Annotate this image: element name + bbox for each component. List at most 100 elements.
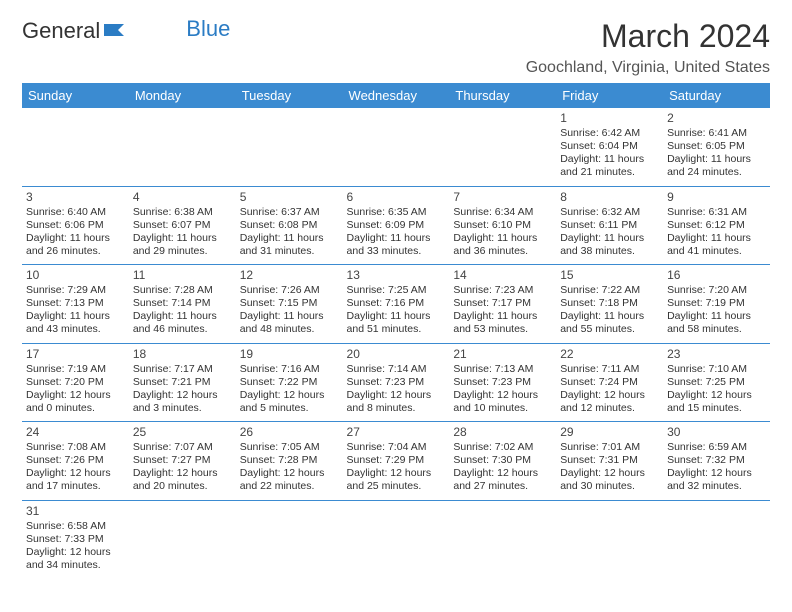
day-event: and 24 minutes. [667, 166, 766, 179]
day-number: 7 [453, 190, 552, 204]
day-event: Sunrise: 6:42 AM [560, 127, 659, 140]
calendar-cell [236, 500, 343, 578]
day-event: and 51 minutes. [347, 323, 446, 336]
day-event: Daylight: 12 hours [560, 389, 659, 402]
title-block: March 2024 Goochland, Virginia, United S… [526, 18, 770, 77]
day-event: Sunset: 7:29 PM [347, 454, 446, 467]
day-event: Sunrise: 6:41 AM [667, 127, 766, 140]
calendar-cell: 29 Sunrise: 7:01 AMSunset: 7:31 PMDayligh… [556, 422, 663, 501]
day-number: 1 [560, 111, 659, 125]
day-event: and 22 minutes. [240, 480, 339, 493]
day-event: Sunrise: 7:14 AM [347, 363, 446, 376]
day-event: Daylight: 12 hours [453, 389, 552, 402]
day-event: Sunrise: 7:23 AM [453, 284, 552, 297]
day-event: Sunrise: 7:29 AM [26, 284, 125, 297]
day-event: Daylight: 11 hours [560, 310, 659, 323]
day-number: 20 [347, 347, 446, 361]
day-event: Sunrise: 6:35 AM [347, 206, 446, 219]
day-event: Sunset: 6:05 PM [667, 140, 766, 153]
day-event: Sunset: 6:10 PM [453, 219, 552, 232]
day-event: Daylight: 12 hours [26, 546, 125, 559]
day-event: and 3 minutes. [133, 402, 232, 415]
day-event: Sunrise: 6:37 AM [240, 206, 339, 219]
calendar-cell: 18Sunrise: 7:17 AMSunset: 7:21 PMDayligh… [129, 343, 236, 422]
day-event: Daylight: 12 hours [240, 467, 339, 480]
calendar-cell: 8Sunrise: 6:32 AMSunset: 6:11 PMDaylight… [556, 186, 663, 265]
day-event: and 34 minutes. [26, 559, 125, 572]
calendar-cell: 22Sunrise: 7:11 AMSunset: 7:24 PMDayligh… [556, 343, 663, 422]
logo: General Blue [22, 18, 230, 44]
calendar-cell: 30Sunrise: 6:59 AMSunset: 7:32 PMDayligh… [663, 422, 770, 501]
day-number: 22 [560, 347, 659, 361]
day-event: Daylight: 11 hours [240, 310, 339, 323]
logo-text-2: Blue [186, 16, 230, 42]
day-event: Sunset: 7:32 PM [667, 454, 766, 467]
calendar-cell: 7 Sunrise: 6:34 AMSunset: 6:10 PMDaylight… [449, 186, 556, 265]
day-event: Sunset: 7:23 PM [453, 376, 552, 389]
day-event: and 46 minutes. [133, 323, 232, 336]
calendar-cell: 26Sunrise: 7:05 AMSunset: 7:28 PMDayligh… [236, 422, 343, 501]
day-event: and 25 minutes. [347, 480, 446, 493]
day-event: Daylight: 12 hours [667, 389, 766, 402]
day-event: Sunrise: 7:13 AM [453, 363, 552, 376]
weekday-header: Monday [129, 83, 236, 108]
day-event: Daylight: 11 hours [560, 153, 659, 166]
calendar-cell [449, 108, 556, 186]
day-event: and 58 minutes. [667, 323, 766, 336]
day-number: 30 [667, 425, 766, 439]
calendar-cell: 28Sunrise: 7:02 AMSunset: 7:30 PMDayligh… [449, 422, 556, 501]
day-event: and 26 minutes. [26, 245, 125, 258]
day-number: 6 [347, 190, 446, 204]
day-event: Sunset: 7:21 PM [133, 376, 232, 389]
day-event: Daylight: 12 hours [26, 389, 125, 402]
day-event: Daylight: 11 hours [667, 153, 766, 166]
calendar-cell: 3Sunrise: 6:40 AMSunset: 6:06 PMDaylight… [22, 186, 129, 265]
day-event: Daylight: 11 hours [560, 232, 659, 245]
day-event: and 31 minutes. [240, 245, 339, 258]
day-event: Sunrise: 7:04 AM [347, 441, 446, 454]
day-event: Sunrise: 6:58 AM [26, 520, 125, 533]
day-event: Sunset: 7:27 PM [133, 454, 232, 467]
calendar-cell [556, 500, 663, 578]
calendar-cell [236, 108, 343, 186]
day-event: Sunrise: 7:01 AM [560, 441, 659, 454]
day-number: 9 [667, 190, 766, 204]
calendar-cell [343, 500, 450, 578]
calendar-table: SundayMondayTuesdayWednesdayThursdayFrid… [22, 83, 770, 578]
day-number: 8 [560, 190, 659, 204]
day-event: and 53 minutes. [453, 323, 552, 336]
calendar-cell: 15Sunrise: 7:22 AMSunset: 7:18 PMDayligh… [556, 265, 663, 344]
day-event: Daylight: 12 hours [133, 389, 232, 402]
day-event: and 36 minutes. [453, 245, 552, 258]
day-event: Sunrise: 7:19 AM [26, 363, 125, 376]
day-event: Sunset: 7:19 PM [667, 297, 766, 310]
day-event: Sunset: 7:24 PM [560, 376, 659, 389]
day-event: Sunset: 7:28 PM [240, 454, 339, 467]
day-event: and 10 minutes. [453, 402, 552, 415]
day-event: Sunrise: 7:20 AM [667, 284, 766, 297]
day-event: and 33 minutes. [347, 245, 446, 258]
calendar-cell: 19Sunrise: 7:16 AMSunset: 7:22 PMDayligh… [236, 343, 343, 422]
day-number: 29 [560, 425, 659, 439]
day-event: Sunrise: 6:34 AM [453, 206, 552, 219]
day-event: Sunset: 6:04 PM [560, 140, 659, 153]
header: General Blue March 2024 Goochland, Virgi… [22, 18, 770, 77]
day-event: and 38 minutes. [560, 245, 659, 258]
weekday-header: Wednesday [343, 83, 450, 108]
day-event: Daylight: 12 hours [560, 467, 659, 480]
day-number: 18 [133, 347, 232, 361]
day-number: 17 [26, 347, 125, 361]
day-event: Sunset: 7:31 PM [560, 454, 659, 467]
day-event: Daylight: 11 hours [453, 232, 552, 245]
day-event: Sunset: 7:17 PM [453, 297, 552, 310]
day-event: Daylight: 11 hours [667, 232, 766, 245]
calendar-cell [129, 500, 236, 578]
day-event: Sunset: 7:26 PM [26, 454, 125, 467]
day-event: Sunset: 6:08 PM [240, 219, 339, 232]
day-event: and 43 minutes. [26, 323, 125, 336]
day-event: and 5 minutes. [240, 402, 339, 415]
day-event: Daylight: 11 hours [347, 310, 446, 323]
location-text: Goochland, Virginia, United States [526, 59, 770, 77]
day-event: Sunset: 7:25 PM [667, 376, 766, 389]
day-number: 25 [133, 425, 232, 439]
